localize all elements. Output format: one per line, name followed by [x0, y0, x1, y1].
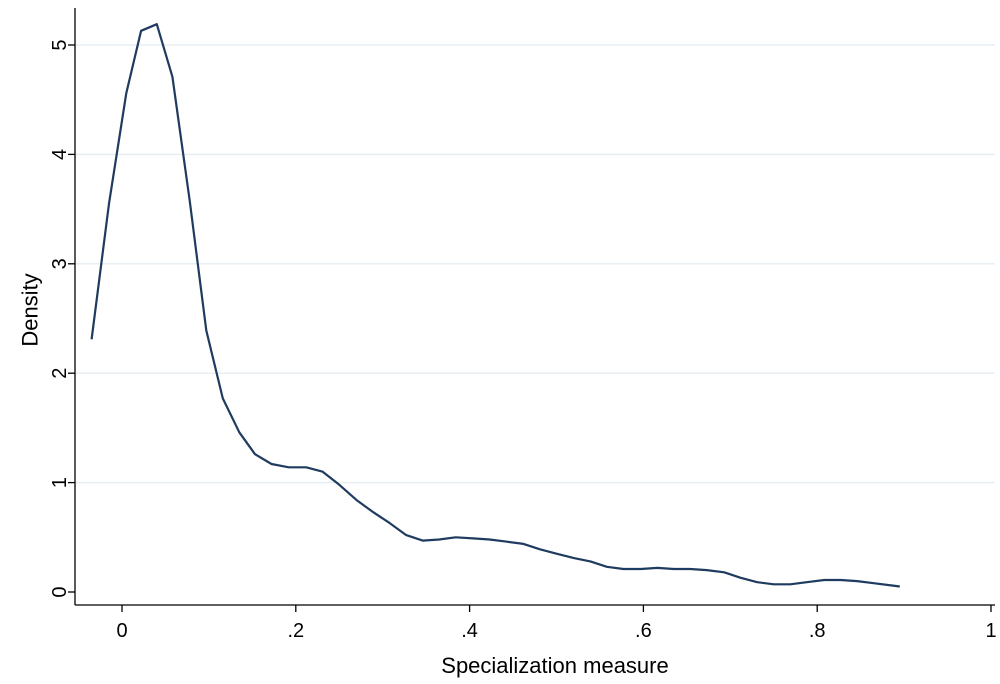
y-tick-label-0: 0 [49, 586, 71, 597]
y-tick-label-5: 5 [49, 39, 71, 50]
series-layer [90, 23, 900, 588]
ticks: 0 1 2 3 4 5 0 .2 .4 .6 .8 1 [49, 39, 997, 642]
gridlines [75, 44, 995, 484]
y-tick-label-3: 3 [49, 258, 71, 269]
density-line [90, 23, 900, 588]
x-axis-title: Specialization measure [441, 653, 668, 678]
x-tick-label-4: .8 [809, 620, 826, 642]
x-tick-label-1: .2 [287, 620, 304, 642]
y-tick-label-4: 4 [49, 149, 71, 160]
y-tick-label-2: 2 [49, 368, 71, 379]
x-tick-label-2: .4 [461, 620, 478, 642]
x-tick-label-3: .6 [635, 620, 652, 642]
y-axis-title: Density [18, 273, 43, 346]
x-tick-label-5: 1 [985, 620, 996, 642]
y-tick-label-1: 1 [49, 477, 71, 488]
x-tick-label-0: 0 [116, 620, 127, 642]
axes [74, 8, 995, 606]
